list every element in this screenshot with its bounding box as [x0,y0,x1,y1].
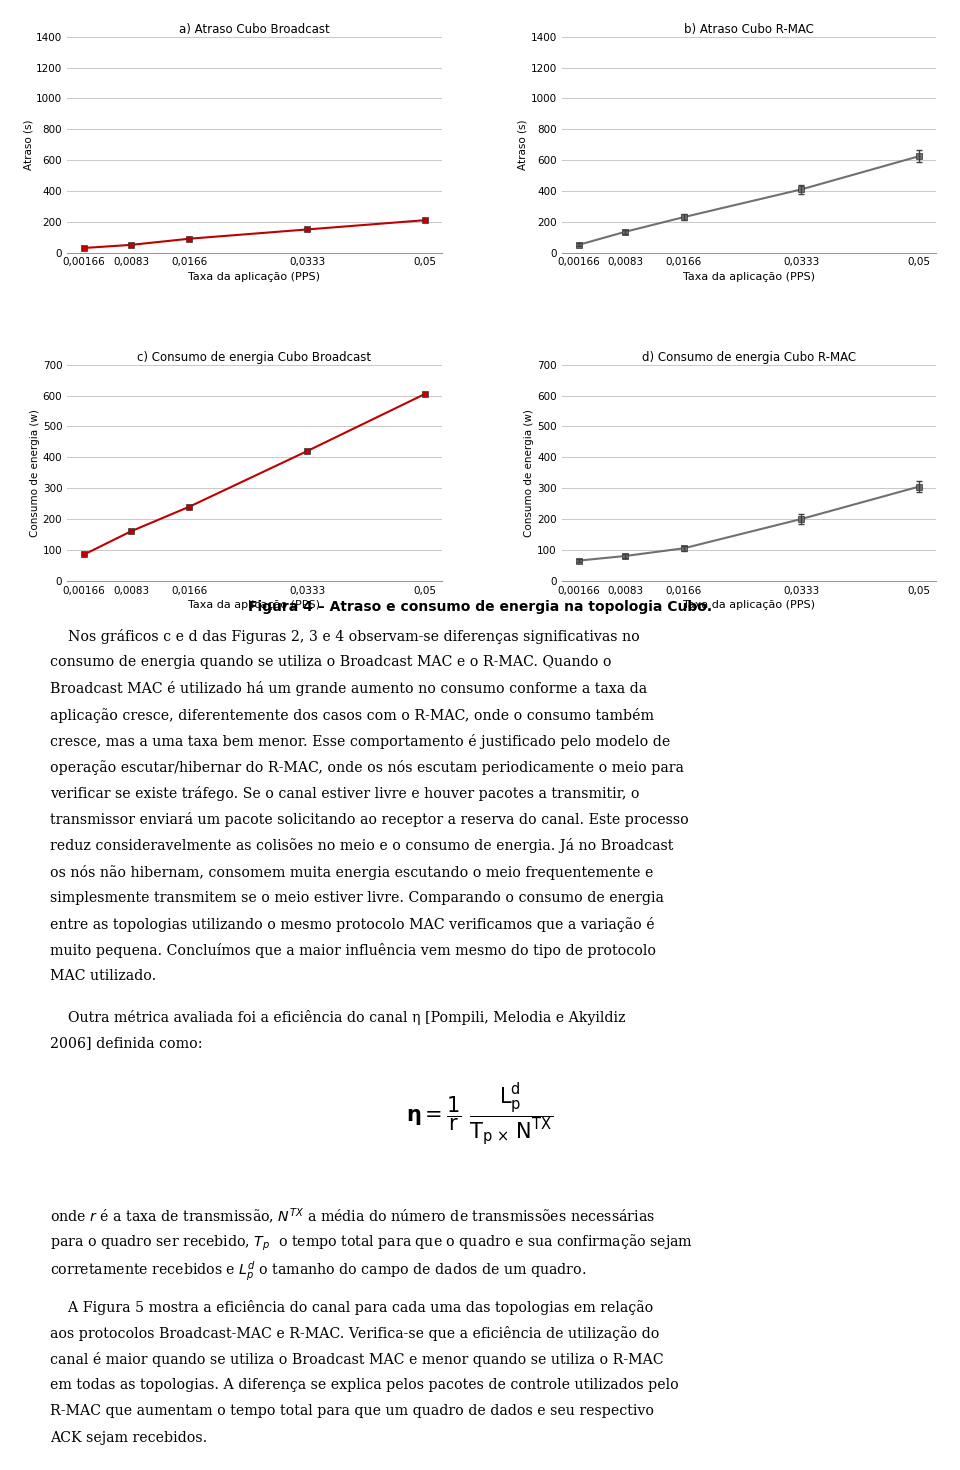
Text: entre as topologias utilizando o mesmo protocolo MAC verificamos que a variação : entre as topologias utilizando o mesmo p… [50,917,655,932]
Text: Outra métrica avaliada foi a eficiência do canal η [Pompili, Melodia e Akyildiz: Outra métrica avaliada foi a eficiência … [50,1010,625,1025]
Text: muito pequena. Concluímos que a maior influência vem mesmo do tipo de protocolo: muito pequena. Concluímos que a maior in… [50,944,656,958]
Text: A Figura 5 mostra a eficiência do canal para cada uma das topologias em relação: A Figura 5 mostra a eficiência do canal … [50,1299,653,1314]
Title: c) Consumo de energia Cubo Broadcast: c) Consumo de energia Cubo Broadcast [137,351,372,363]
Text: simplesmente transmitem se o meio estiver livre. Comparando o consumo de energia: simplesmente transmitem se o meio estive… [50,891,663,906]
Title: a) Atraso Cubo Broadcast: a) Atraso Cubo Broadcast [180,22,330,35]
X-axis label: Taxa da aplicação (PPS): Taxa da aplicação (PPS) [683,600,815,610]
Text: operação escutar/hibernar do R-MAC, onde os nós escutam periodicamente o meio pa: operação escutar/hibernar do R-MAC, onde… [50,760,684,775]
Text: Figura 4 – Atraso e consumo de energia na topologia Cubo.: Figura 4 – Atraso e consumo de energia n… [248,600,712,614]
Title: d) Consumo de energia Cubo R-MAC: d) Consumo de energia Cubo R-MAC [641,351,855,363]
Text: para o quadro ser recebido, $T_p$  o tempo total para que o quadro e sua confirm: para o quadro ser recebido, $T_p$ o temp… [50,1233,693,1252]
Text: Broadcast MAC é utilizado há um grande aumento no consumo conforme a taxa da: Broadcast MAC é utilizado há um grande a… [50,682,647,697]
Y-axis label: Atraso (s): Atraso (s) [517,119,528,171]
Text: onde $r$ é a taxa de transmissão, $N^{TX}$ a média do número de transmissões nec: onde $r$ é a taxa de transmissão, $N^{TX… [50,1207,655,1226]
Text: verificar se existe tráfego. Se o canal estiver livre e houver pacotes a transmi: verificar se existe tráfego. Se o canal … [50,786,639,801]
Text: em todas as topologias. A diferença se explica pelos pacotes de controle utiliza: em todas as topologias. A diferença se e… [50,1379,679,1392]
Text: MAC utilizado.: MAC utilizado. [50,969,156,983]
Text: aos protocolos Broadcast-MAC e R-MAC. Verifica-se que a eficiência de utilização: aos protocolos Broadcast-MAC e R-MAC. Ve… [50,1326,660,1341]
Text: Nos gráficos c e d das Figuras 2, 3 e 4 observam-se diferenças significativas no: Nos gráficos c e d das Figuras 2, 3 e 4 … [50,629,639,644]
Text: os nós não hibernam, consomem muita energia escutando o meio frequentemente e: os nós não hibernam, consomem muita ener… [50,864,654,879]
Text: consumo de energia quando se utiliza o Broadcast MAC e o R-MAC. Quando o: consumo de energia quando se utiliza o B… [50,656,612,669]
Text: aplicação cresce, diferentemente dos casos com o R-MAC, onde o consumo também: aplicação cresce, diferentemente dos cas… [50,707,654,723]
Text: $\mathbf{\eta} = \dfrac{1}{\rm{r}}\ \dfrac{L_p^d}{T_{p\,\times}\, N^{TX}}$: $\mathbf{\eta} = \dfrac{1}{\rm{r}}\ \dfr… [406,1082,554,1148]
Y-axis label: Consumo de energia (w): Consumo de energia (w) [524,409,535,537]
Text: reduz consideravelmente as colisões no meio e o consumo de energia. Já no Broadc: reduz consideravelmente as colisões no m… [50,838,673,854]
Text: ACK sejam recebidos.: ACK sejam recebidos. [50,1430,207,1445]
Title: b) Atraso Cubo R-MAC: b) Atraso Cubo R-MAC [684,22,814,35]
Text: transmissor enviará um pacote solicitando ao receptor a reserva do canal. Este p: transmissor enviará um pacote solicitand… [50,813,688,828]
X-axis label: Taxa da aplicação (PPS): Taxa da aplicação (PPS) [188,600,321,610]
Text: corretamente recebidos e $L_p^d$ o tamanho do campo de dados de um quadro.: corretamente recebidos e $L_p^d$ o taman… [50,1258,587,1283]
X-axis label: Taxa da aplicação (PPS): Taxa da aplicação (PPS) [683,272,815,282]
Y-axis label: Atraso (s): Atraso (s) [23,119,34,171]
Text: R-MAC que aumentam o tempo total para que um quadro de dados e seu respectivo: R-MAC que aumentam o tempo total para qu… [50,1404,654,1419]
X-axis label: Taxa da aplicação (PPS): Taxa da aplicação (PPS) [188,272,321,282]
Text: canal é maior quando se utiliza o Broadcast MAC e menor quando se utiliza o R-MA: canal é maior quando se utiliza o Broadc… [50,1352,663,1367]
Text: cresce, mas a uma taxa bem menor. Esse comportamento é justificado pelo modelo d: cresce, mas a uma taxa bem menor. Esse c… [50,734,670,748]
Y-axis label: Consumo de energia (w): Consumo de energia (w) [30,409,40,537]
Text: 2006] definida como:: 2006] definida como: [50,1036,203,1051]
